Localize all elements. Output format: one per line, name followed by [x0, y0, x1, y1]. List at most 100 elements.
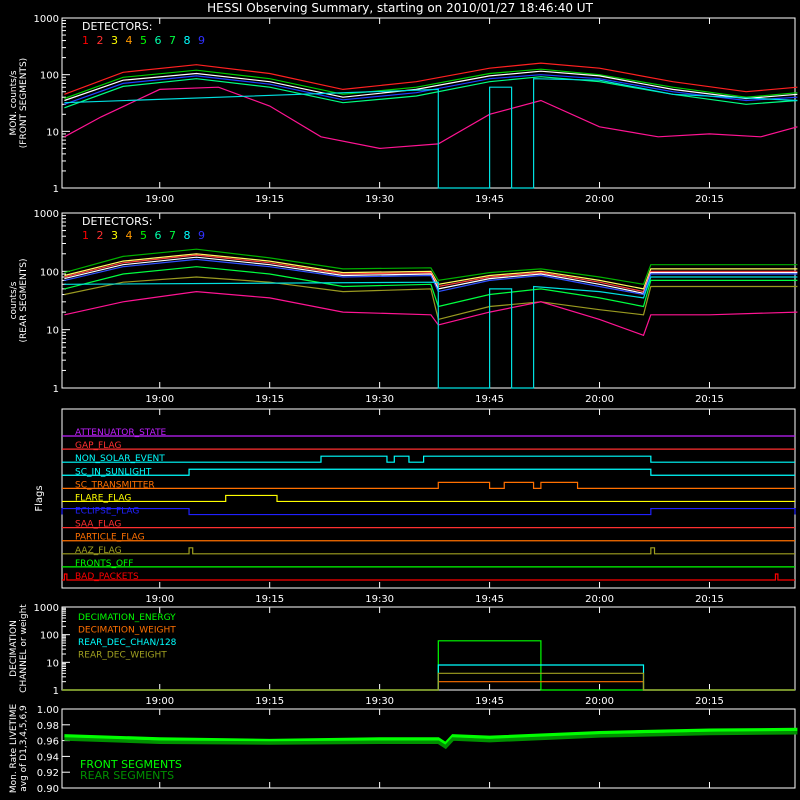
livetime-ytick-label: 0.98 — [37, 721, 59, 732]
flag-label: GAP_FLAG — [75, 441, 121, 451]
front-panel-ylabel: MON. counts/s — [9, 70, 19, 135]
front-panel-xtick-label: 19:15 — [255, 194, 284, 205]
flag-line — [62, 547, 795, 555]
decimation-panel-xtick-label: 19:30 — [365, 696, 394, 707]
front-panel-ylabel: (FRONT SEGMENTS) — [19, 58, 29, 148]
decimation-panel-xtick-label: 19:15 — [255, 696, 284, 707]
flag-label: SC_IN_SUNLIGHT — [75, 467, 152, 477]
front-panel-ytick-label: 1000 — [34, 14, 59, 25]
livetime-ytick-label: 0.92 — [37, 768, 59, 779]
front-legend-number: 6 — [155, 34, 162, 47]
livetime-ytick-label: 1.00 — [37, 705, 59, 716]
decimation-panel-ytick-label: 1 — [53, 686, 59, 697]
rear-panel-xtick-label: 19:15 — [255, 394, 284, 405]
flag-label: BAD_PACKETS — [75, 572, 139, 582]
rear-series-line — [64, 266, 798, 308]
livetime-ytick-label: 0.96 — [37, 737, 59, 748]
livetime-legend-label: REAR SEGMENTS — [80, 769, 174, 782]
decimation-panel-xtick-label: 20:15 — [695, 696, 724, 707]
flag-line — [62, 455, 795, 463]
front-panel-xtick-label: 19:45 — [475, 194, 504, 205]
flag-label: AAZ_FLAG — [75, 546, 122, 556]
rear-legend-number: 1 — [82, 229, 89, 242]
flag-line — [62, 573, 795, 581]
livetime-panel-ylabel: Mon. Rate LIVETIME — [9, 704, 19, 794]
rear-panel-ylabel: counts/s — [9, 281, 19, 319]
decimation-panel-ytick-label: 10 — [46, 658, 59, 669]
front-legend-number: 8 — [184, 34, 191, 47]
front-series-line — [64, 76, 798, 109]
decimation-legend-label: DECIMATION_ENERGY — [78, 613, 176, 623]
rear-legend-number: 6 — [155, 229, 162, 242]
decimation-series-line — [62, 672, 795, 691]
flags-panel-xtick-label: 19:30 — [365, 594, 394, 605]
front-panel-ytick-label: 1 — [53, 184, 59, 195]
rear-panel-xtick-label: 19:00 — [145, 394, 174, 405]
front-panel-ytick-label: 10 — [46, 127, 59, 138]
decimation-legend-label: REAR_DEC_WEIGHT — [78, 651, 167, 661]
rear-legend-number: 7 — [169, 229, 176, 242]
rear-panel-ytick-label: 10 — [46, 326, 59, 337]
rear-legend-number: 9 — [198, 229, 205, 242]
front-legend-number: 9 — [198, 34, 205, 47]
flags-ylabel: Flags — [34, 485, 45, 511]
flags-panel-xtick-label: 19:15 — [255, 594, 284, 605]
front-legend-number: 1 — [82, 34, 89, 47]
front-series-line — [64, 68, 798, 100]
rear-legend-number: 3 — [111, 229, 118, 242]
front-series-line — [64, 78, 798, 189]
decimation-series-line — [62, 681, 795, 691]
decimation-panel-ytick-label: 1000 — [34, 603, 59, 614]
front-panel-ytick-label: 100 — [40, 71, 59, 82]
rear-panel-xtick-label: 19:45 — [475, 394, 504, 405]
decimation-series-line — [62, 640, 795, 691]
front-series-line — [64, 70, 798, 102]
livetime-ytick-label: 0.90 — [37, 784, 59, 795]
rear-panel-xtick-label: 20:15 — [695, 394, 724, 405]
flag-line — [62, 494, 795, 503]
front-panel-xtick-label: 19:30 — [365, 194, 394, 205]
decimation-panel-xtick-label: 19:00 — [145, 696, 174, 707]
front-legend-number: 2 — [97, 34, 104, 47]
front-legend-number: 4 — [126, 34, 133, 47]
decimation-panel-ytick-label: 100 — [40, 631, 59, 642]
rear-series-line — [64, 253, 798, 290]
decimation-series-line — [62, 664, 795, 691]
rear-series-line — [64, 276, 798, 321]
rear-panel-ylabel: (REAR SEGMENTS) — [19, 258, 29, 342]
decimation-panel-ylabel: DECIMATION — [9, 620, 19, 677]
flag-line — [61, 507, 796, 516]
rear-panel-ytick-label: 1000 — [34, 209, 59, 220]
livetime-panel-frame — [61, 708, 796, 789]
livetime-ytick-label: 0.94 — [37, 752, 59, 763]
livetime-series-line — [64, 730, 798, 750]
flag-label: PARTICLE_FLAG — [75, 533, 145, 543]
flag-label: FLARE_FLAG — [75, 493, 131, 503]
flags-panel-xtick-label: 19:45 — [475, 594, 504, 605]
front-panel-xtick-label: 19:00 — [145, 194, 174, 205]
front-series-line — [64, 74, 798, 105]
rear-series-line — [64, 290, 798, 337]
front-panel-xtick-label: 20:15 — [695, 194, 724, 205]
rear-panel-ytick-label: 100 — [40, 267, 59, 278]
flags-panel-xtick-label: 20:15 — [695, 594, 724, 605]
rear-panel-xtick-label: 20:00 — [585, 394, 614, 405]
rear-panel-xtick-label: 19:30 — [365, 394, 394, 405]
flag-label: SAA_FLAG — [75, 520, 121, 530]
rear-legend-title: DETECTORS: — [82, 215, 152, 228]
rear-series-line — [64, 276, 798, 389]
figure-title: HESSI Observing Summary, starting on 201… — [207, 1, 593, 15]
decimation-panel-ylabel: CHANNEL or weight — [19, 604, 29, 693]
decimation-legend-label: DECIMATION_WEIGHT — [78, 626, 176, 636]
flag-label: SC_TRANSMITTER — [75, 480, 155, 490]
flag-label: ATTENUATOR_STATE — [75, 428, 167, 438]
rear-panel-frame — [61, 212, 796, 389]
flag-label: FRONTS_OFF — [75, 559, 133, 569]
flags-panel-xtick-label: 20:00 — [585, 594, 614, 605]
flag-label: NON_SOLAR_EVENT — [75, 454, 165, 464]
rear-series-line — [64, 258, 798, 296]
livetime-series-line — [64, 727, 798, 747]
livetime-panel-ylabel: avg of D1,3,4,5,6,9 — [19, 705, 29, 792]
decimation-legend-label: REAR_DEC_CHAN/128 — [78, 638, 177, 648]
flag-line — [62, 481, 795, 489]
